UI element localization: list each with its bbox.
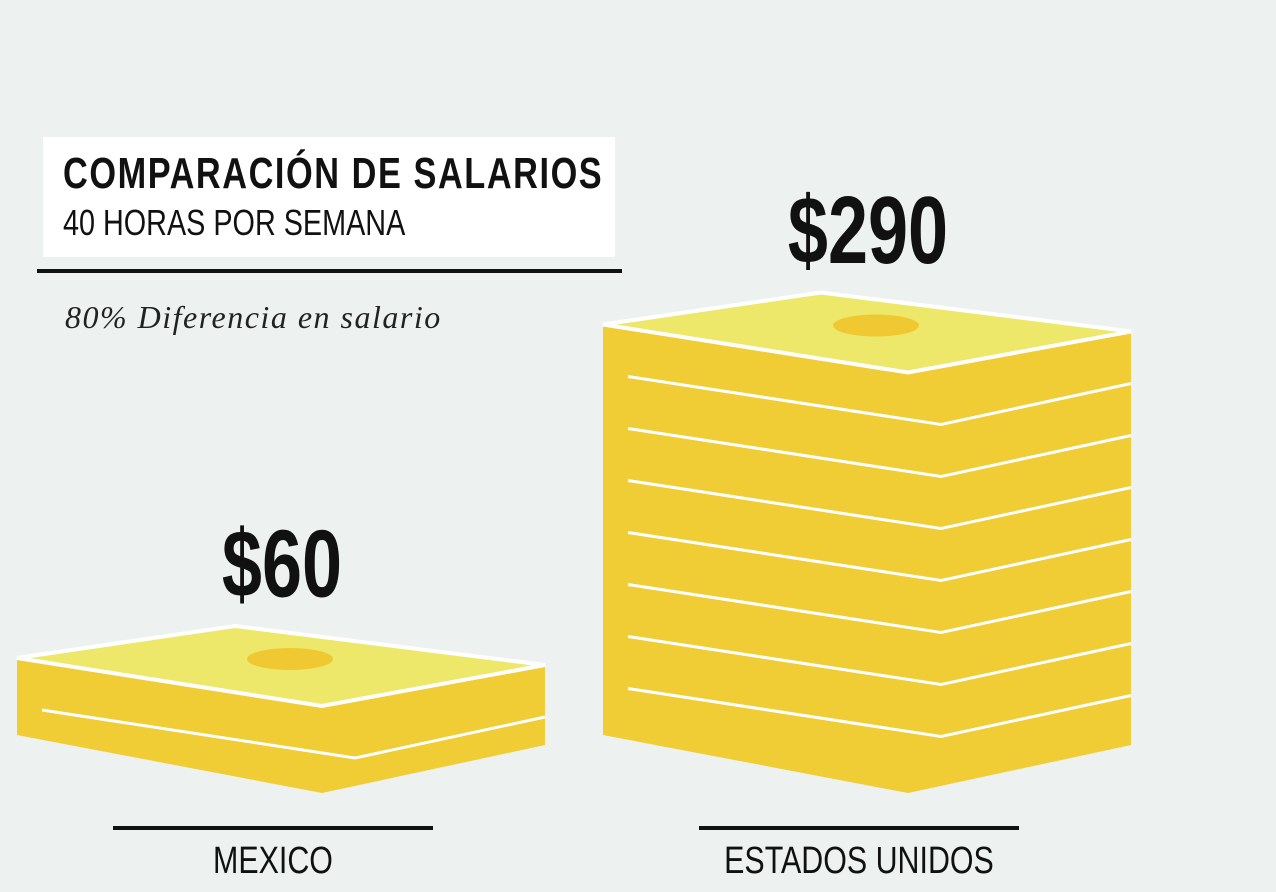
bar [17, 658, 545, 793]
layer-line [627, 375, 1132, 427]
layer-line [627, 531, 1132, 583]
layer-line [627, 427, 1132, 479]
value-label: $60 [222, 509, 342, 616]
chart-subtitle: 40 HORAS POR SEMANA [63, 202, 406, 243]
bar [603, 324, 1131, 793]
annotation: 80% Diferencia en salario [65, 299, 442, 335]
layer-line [41, 708, 546, 760]
value-label: $290 [788, 176, 948, 283]
coin [247, 648, 333, 670]
coin [833, 314, 919, 337]
layer-line [627, 635, 1132, 687]
title-box [43, 137, 615, 257]
chart-title: COMPARACIÓN DE SALARIOS [63, 149, 603, 198]
layer-line [627, 479, 1132, 531]
layer-line [627, 687, 1132, 739]
layer-line [627, 583, 1132, 635]
x-tick-label: ESTADOS UNIDOS [724, 840, 994, 882]
x-tick-label: MEXICO [213, 840, 333, 882]
